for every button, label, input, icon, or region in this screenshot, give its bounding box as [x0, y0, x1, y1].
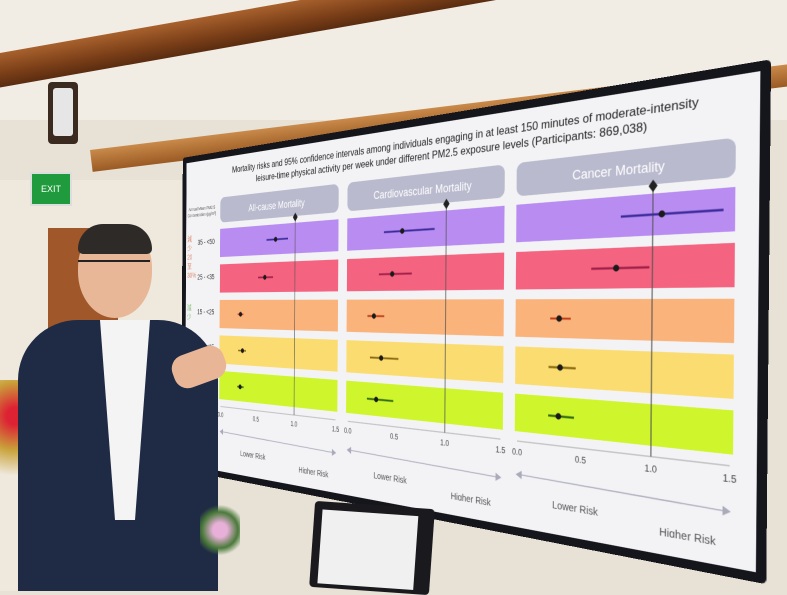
row-band: [515, 394, 734, 455]
higher-risk-label: Higher Risk: [659, 528, 716, 549]
x-tick-label: 1.5: [495, 446, 505, 457]
lower-risk-label: Lower Risk: [240, 451, 265, 463]
arrow-head-left: [516, 470, 522, 479]
higher-risk-label: Higher Risk: [451, 493, 491, 509]
row-band: [516, 243, 735, 290]
arrow-head-left: [220, 428, 223, 435]
x-tick-label: 1.0: [440, 439, 449, 450]
row-band: [220, 219, 339, 257]
row-label: 35 - <50: [195, 238, 217, 247]
row-label: 15 - <25: [195, 309, 217, 316]
presenter-hair: [78, 224, 152, 254]
row-band: [347, 253, 504, 292]
laptop: [309, 501, 435, 595]
lower-risk-label: Lower Risk: [552, 501, 598, 519]
row-band: [346, 381, 503, 430]
row-band: [219, 335, 337, 371]
x-tick-label: 1.5: [722, 473, 736, 487]
row-band: [515, 299, 734, 343]
x-tick-label: 0.5: [575, 455, 587, 467]
row-band: [347, 206, 504, 251]
arrow-head-right: [332, 449, 336, 457]
x-tick-label: 1.5: [332, 426, 339, 435]
x-tick-label: 0.0: [218, 412, 224, 420]
row-band: [347, 299, 504, 336]
laptop-screen: [317, 509, 418, 590]
annotation-green: 減少: [187, 304, 193, 322]
row-band: [220, 259, 338, 292]
row-band: [346, 340, 503, 383]
presenter-glasses: [78, 260, 150, 274]
x-tick-label: 0.0: [512, 448, 522, 459]
x-tick-label: 0.5: [253, 416, 259, 425]
x-tick-label: 1.0: [291, 421, 298, 430]
row-band: [219, 371, 337, 412]
confidence-interval: [379, 273, 412, 274]
risk-arrow: [223, 432, 332, 452]
point-estimate: [239, 312, 242, 317]
higher-risk-label: Higher Risk: [298, 467, 328, 479]
row-band: [515, 346, 734, 398]
wall-clock: [48, 82, 78, 144]
clock-face: [53, 88, 73, 136]
flower-pot: [200, 500, 240, 560]
arrow-head-right: [722, 506, 730, 517]
row-band: [516, 187, 735, 242]
slide: Mortality risks and 95% confidence inter…: [185, 71, 760, 572]
exit-sign: EXIT: [30, 172, 72, 206]
row-band: [220, 300, 338, 332]
row-header: Annual Mean PM2.5 Concentration (μg/m³): [188, 204, 217, 219]
x-tick-label: 0.5: [390, 433, 398, 443]
lower-risk-label: Lower Risk: [373, 472, 406, 486]
arrow-head-right: [495, 473, 501, 482]
x-tick-label: 1.0: [644, 464, 657, 477]
row-label: 25 - <35: [195, 274, 217, 282]
arrow-head-left: [347, 446, 351, 454]
annotation-red: 減少20至30%: [187, 235, 194, 281]
x-tick-label: 0.0: [344, 427, 352, 437]
